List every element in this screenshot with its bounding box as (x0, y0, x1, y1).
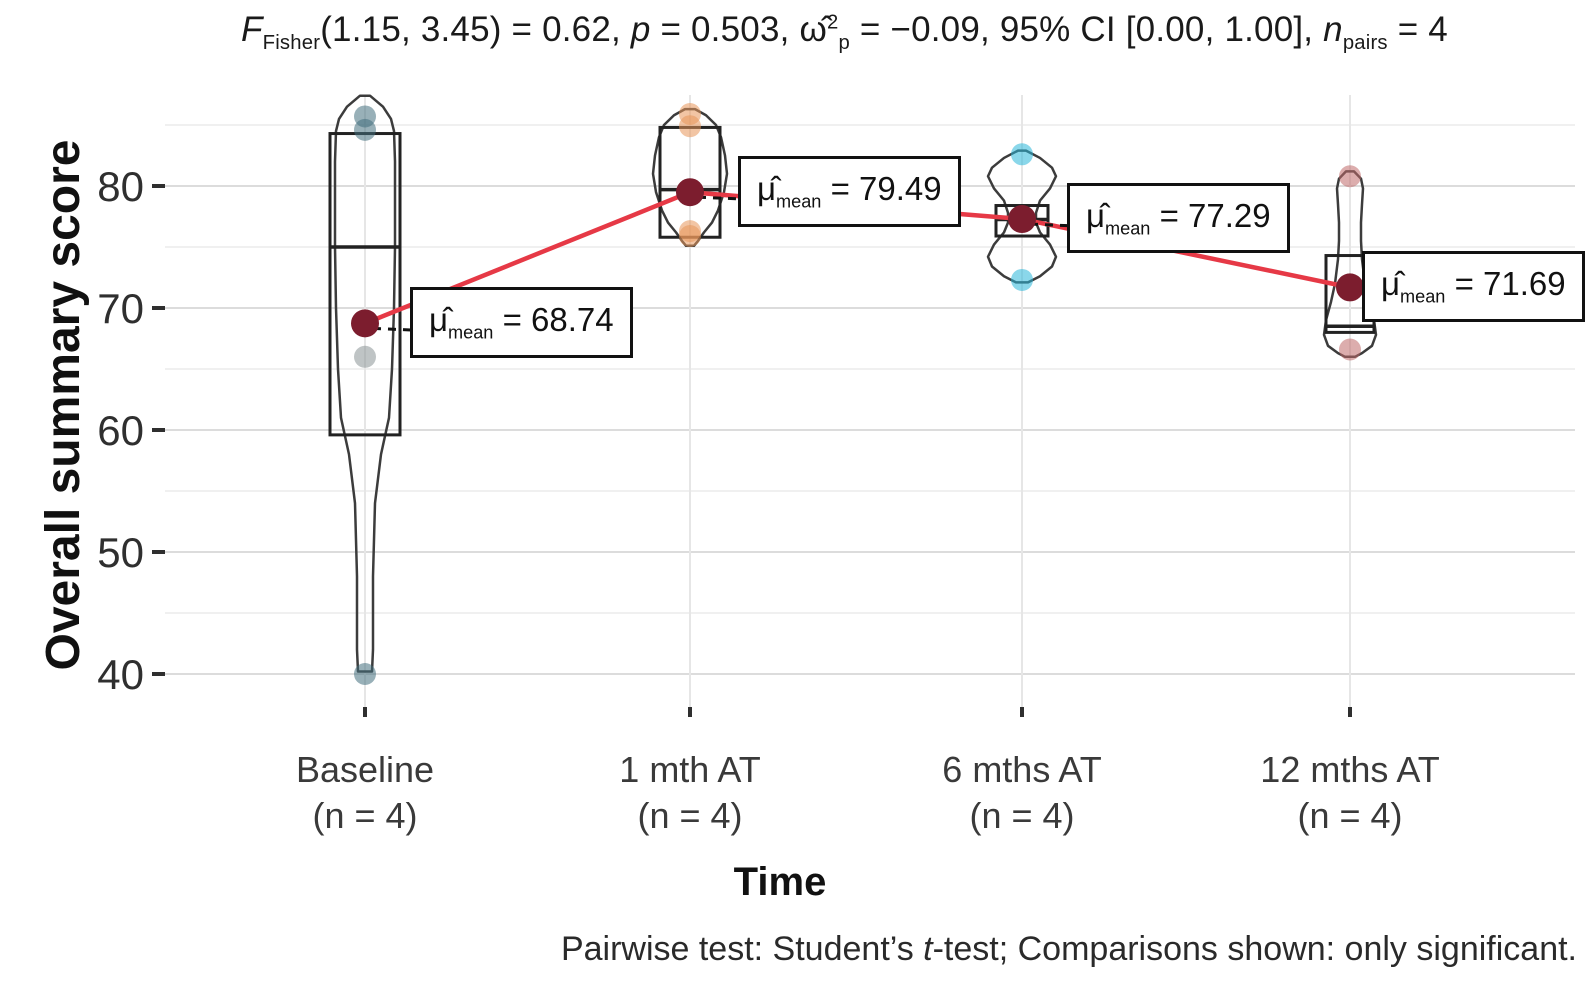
mean-label-connector (372, 326, 421, 332)
mean-dot (1008, 205, 1036, 234)
mean-dot (1336, 273, 1364, 302)
x-category-sublabel: (n = 4) (637, 795, 742, 836)
data-point (1339, 338, 1361, 361)
data-point (1011, 143, 1033, 166)
x-category-sublabel: (n = 4) (312, 795, 417, 836)
mean-dot (676, 178, 704, 207)
x-category-label: 1 mth AT (619, 749, 760, 790)
y-tick-label: 50 (97, 529, 144, 576)
mean-dot (351, 309, 379, 338)
x-category-label: Baseline (296, 749, 434, 790)
mean-label: μ̂mean = 71.69 (1362, 251, 1585, 322)
data-point (354, 663, 376, 685)
y-tick-label: 70 (97, 285, 144, 332)
plot-title: FFisher(1.15, 3.45) = 0.62, p = 0.503, ω… (241, 10, 1448, 54)
x-axis-title: Time (733, 860, 827, 904)
data-point (679, 115, 701, 138)
mean-label: μ̂mean = 79.49 (738, 156, 961, 227)
plot-caption: Pairwise test: Student’s t-test; Compari… (560, 930, 1577, 968)
x-category-sublabel: (n = 4) (969, 795, 1074, 836)
data-point (679, 225, 701, 248)
y-tick-label: 60 (97, 407, 144, 454)
x-category-label: 12 mths AT (1260, 749, 1439, 790)
y-tick-label: 80 (97, 163, 144, 210)
mean-label: μ̂mean = 77.29 (1067, 183, 1290, 254)
mean-label-connector (1029, 222, 1078, 228)
data-point (1011, 268, 1033, 291)
data-point (1339, 165, 1361, 188)
data-point (354, 118, 376, 141)
x-category-label: 6 mths AT (942, 749, 1101, 790)
mean-label: μ̂mean = 68.74 (410, 287, 633, 358)
data-point (354, 345, 376, 368)
x-category-sublabel: (n = 4) (1297, 795, 1402, 836)
y-tick-label: 40 (97, 651, 144, 698)
